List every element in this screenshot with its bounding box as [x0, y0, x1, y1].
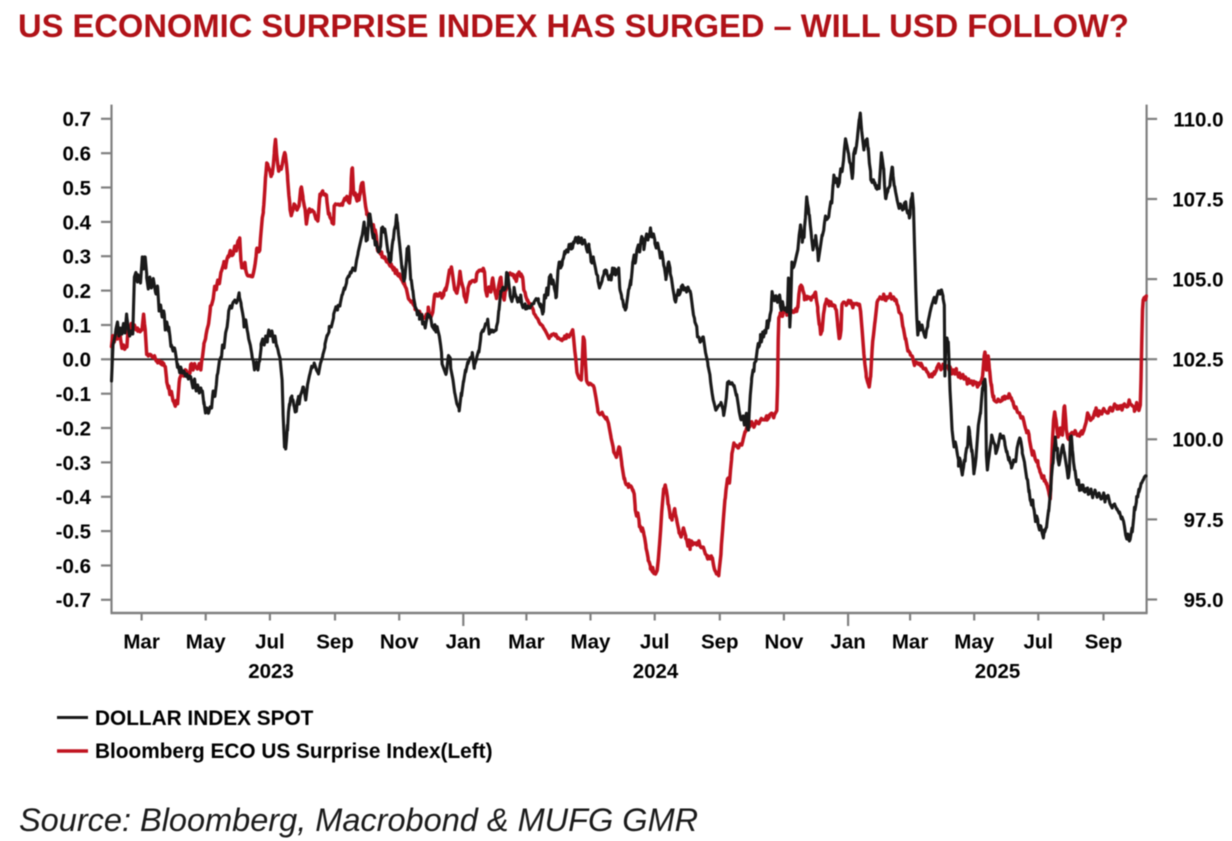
svg-text:2024: 2024: [633, 660, 679, 683]
svg-text:Sep: Sep: [1085, 630, 1123, 653]
svg-text:-0.1: -0.1: [56, 383, 91, 406]
svg-text:107.5: 107.5: [1172, 188, 1223, 211]
svg-text:Nov: Nov: [765, 630, 804, 653]
svg-text:-0.7: -0.7: [56, 589, 91, 612]
svg-text:-0.4: -0.4: [56, 486, 92, 509]
svg-text:-0.5: -0.5: [56, 521, 91, 544]
svg-text:May: May: [571, 630, 611, 653]
svg-text:0.4: 0.4: [63, 211, 92, 234]
svg-text:0.0: 0.0: [63, 349, 92, 372]
svg-text:Mar: Mar: [892, 630, 928, 653]
svg-text:Sep: Sep: [701, 630, 739, 653]
svg-text:-0.2: -0.2: [56, 417, 91, 440]
svg-text:0.6: 0.6: [63, 143, 92, 166]
svg-text:0.5: 0.5: [63, 177, 92, 200]
svg-text:2025: 2025: [975, 660, 1021, 683]
svg-text:Mar: Mar: [123, 630, 159, 653]
svg-text:0.2: 0.2: [63, 280, 92, 303]
svg-text:May: May: [186, 630, 226, 653]
svg-text:95.0: 95.0: [1184, 589, 1224, 612]
svg-text:0.3: 0.3: [63, 246, 92, 269]
svg-text:Mar: Mar: [508, 630, 544, 653]
svg-text:Sep: Sep: [316, 630, 354, 653]
svg-text:2023: 2023: [248, 660, 294, 683]
svg-text:Jul: Jul: [640, 630, 670, 653]
svg-text:0.7: 0.7: [63, 108, 92, 131]
svg-text:Jul: Jul: [1023, 630, 1053, 653]
svg-text:May: May: [954, 630, 994, 653]
svg-text:Jan: Jan: [830, 630, 865, 653]
svg-text:110.0: 110.0: [1173, 108, 1223, 131]
svg-text:0.1: 0.1: [63, 314, 92, 337]
svg-text:97.5: 97.5: [1184, 509, 1224, 532]
svg-text:-0.6: -0.6: [56, 555, 91, 578]
svg-text:105.0: 105.0: [1172, 269, 1223, 292]
svg-text:-0.3: -0.3: [56, 452, 91, 475]
svg-text:DOLLAR INDEX SPOT: DOLLAR INDEX SPOT: [95, 707, 314, 730]
svg-text:102.5: 102.5: [1172, 349, 1223, 372]
svg-text:Jan: Jan: [446, 630, 481, 653]
svg-text:100.0: 100.0: [1172, 429, 1223, 452]
svg-text:Nov: Nov: [380, 630, 419, 653]
svg-text:Jul: Jul: [255, 630, 285, 653]
svg-text:Bloomberg ECO US Surprise Inde: Bloomberg ECO US Surprise Index(Left): [95, 740, 493, 763]
